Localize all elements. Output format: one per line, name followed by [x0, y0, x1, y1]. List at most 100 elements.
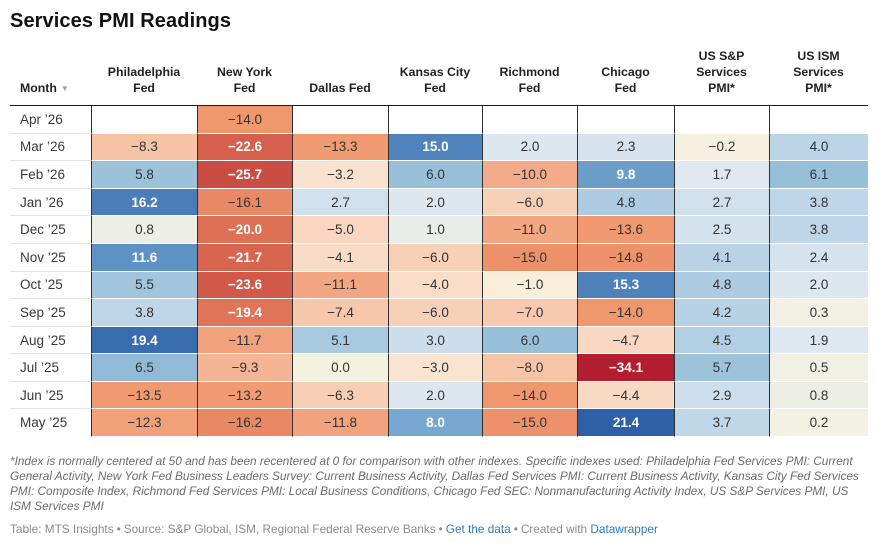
- value-cell: 6.0: [388, 161, 482, 189]
- column-header-chicago-fed[interactable]: Chicago Fed: [577, 49, 674, 106]
- table-row: Jan ’26 16.2 −16.1 2.7 2.0 −6.0 4.8 2.7 3.8: [10, 188, 868, 217]
- value-cell: 4.1: [674, 243, 769, 272]
- value-cell: −8.3: [91, 133, 197, 162]
- value-cell: 2.0: [388, 381, 482, 410]
- value-cell: −11.1: [292, 271, 388, 300]
- value-cell: 5.5: [91, 271, 197, 300]
- month-cell: Dec ’25: [10, 216, 91, 244]
- month-cell: Jan ’26: [10, 188, 91, 217]
- header-row: Month ▼ Philadelphia Fed New York Fed Dallas…: [10, 49, 868, 106]
- value-cell: 1.0: [388, 216, 482, 244]
- value-cell: −11.0: [482, 216, 577, 244]
- table-row: Mar ’26 −8.3 −22.6 −13.3 15.0 2.0 2.3 −0.2 4.0: [10, 133, 868, 162]
- value-cell: −6.3: [292, 381, 388, 410]
- value-cell: 4.0: [769, 133, 868, 162]
- value-cell: −25.7: [197, 161, 292, 189]
- value-cell: −9.3: [197, 354, 292, 382]
- column-header-dallas-fed[interactable]: Dallas Fed: [292, 49, 388, 106]
- column-header-label: US S&P Services PMI*: [696, 49, 747, 95]
- value-cell: −14.8: [577, 243, 674, 272]
- value-cell: −22.6: [197, 133, 292, 162]
- value-cell: [482, 105, 577, 134]
- value-cell: [769, 105, 868, 134]
- value-cell: −14.0: [482, 381, 577, 410]
- value-cell: 6.1: [769, 161, 868, 189]
- page: Services PMI Readings Month ▼ Philadelphia…: [10, 10, 868, 536]
- value-cell: 1.7: [674, 161, 769, 189]
- value-cell: 16.2: [91, 188, 197, 217]
- column-header-richmond-fed[interactable]: Richmond Fed: [482, 49, 577, 106]
- value-cell: −13.5: [91, 381, 197, 410]
- value-cell: 1.9: [769, 326, 868, 355]
- month-cell: Jun ’25: [10, 381, 91, 410]
- column-header-label: US ISM Services PMI*: [793, 49, 844, 95]
- column-header-us-s-p-services-pmi[interactable]: US S&P Services PMI*: [674, 49, 769, 106]
- value-cell: −6.0: [388, 299, 482, 327]
- month-cell: May ’25: [10, 409, 91, 438]
- attribution-line: Table: MTS Insights • Source: S&P Global, …: [10, 522, 868, 536]
- table-row: Feb ’26 5.8 −25.7 −3.2 6.0 −10.0 9.8 1.7 6.1: [10, 161, 868, 189]
- value-cell: 5.1: [292, 326, 388, 355]
- month-cell: Nov ’25: [10, 243, 91, 272]
- month-cell: Mar ’26: [10, 133, 91, 162]
- value-cell: −4.4: [577, 381, 674, 410]
- value-cell: 6.5: [91, 354, 197, 382]
- separator-dot: •: [438, 522, 443, 537]
- datawrapper-link[interactable]: Datawrapper: [590, 522, 658, 537]
- column-header-label: Philadelphia Fed: [107, 64, 181, 95]
- table-row: Jun ’25 −13.5 −13.2 −6.3 2.0 −14.0 −4.4 2.9 0.8: [10, 381, 868, 410]
- value-cell: [577, 105, 674, 134]
- column-header-label: Month: [20, 80, 57, 95]
- value-cell: 15.0: [388, 133, 482, 162]
- table-row: Nov ’25 11.6 −21.7 −4.1 −6.0 −15.0 −14.8 4.1 2.4: [10, 243, 868, 272]
- pmi-heatmap-table: Month ▼ Philadelphia Fed New York Fed Dallas…: [10, 49, 868, 438]
- table-row: Sep ’25 3.8 −19.4 −7.4 −6.0 −7.0 −14.0 4.2 0.3: [10, 299, 868, 327]
- value-cell: 0.0: [292, 354, 388, 382]
- table-credit: Table: MTS Insights: [10, 522, 114, 537]
- value-cell: −21.7: [197, 243, 292, 272]
- sort-triangle-down-icon: ▼: [60, 83, 69, 93]
- value-cell: −6.0: [482, 188, 577, 217]
- value-cell: −11.7: [197, 326, 292, 355]
- column-header-us-ism-services-pmi[interactable]: US ISM Services PMI*: [769, 49, 868, 106]
- value-cell: [388, 105, 482, 134]
- value-cell: −4.1: [292, 243, 388, 272]
- get-the-data-link[interactable]: Get the data: [445, 522, 511, 537]
- value-cell: 3.8: [91, 299, 197, 327]
- value-cell: −8.0: [482, 354, 577, 382]
- footnote: *Index is normally centered at 50 and ha…: [10, 454, 859, 514]
- column-header-label: New York Fed: [217, 64, 272, 95]
- column-header-month[interactable]: Month ▼: [10, 49, 91, 106]
- column-header-new-york-fed[interactable]: New York Fed: [197, 49, 292, 106]
- month-cell: Jul ’25: [10, 354, 91, 382]
- value-cell: [674, 105, 769, 134]
- created-with-label: Created with: [520, 522, 588, 537]
- value-cell: [292, 105, 388, 134]
- column-header-kansas-city-fed[interactable]: Kansas City Fed: [388, 49, 482, 106]
- table-row: Dec ’25 0.8 −20.0 −5.0 1.0 −11.0 −13.6 2.5 3.8: [10, 216, 868, 244]
- table-row: Apr ’26 −14.0: [10, 105, 868, 134]
- value-cell: −19.4: [197, 299, 292, 327]
- value-cell: 3.0: [388, 326, 482, 355]
- table-header: Month ▼ Philadelphia Fed New York Fed Dallas…: [10, 49, 868, 106]
- column-header-philadelphia-fed[interactable]: Philadelphia Fed: [91, 49, 197, 106]
- value-cell: 0.5: [769, 354, 868, 382]
- value-cell: 2.5: [674, 216, 769, 244]
- value-cell: 2.3: [577, 133, 674, 162]
- value-cell: 21.4: [577, 409, 674, 438]
- source-credit: Source: S&P Global, ISM, Regional Federa…: [123, 522, 436, 537]
- value-cell: 5.8: [91, 161, 197, 189]
- value-cell: −1.0: [482, 271, 577, 300]
- separator-dot: •: [116, 522, 121, 537]
- table-row: May ’25 −12.3 −16.2 −11.8 8.0 −15.0 21.4 3.7 0.2: [10, 409, 868, 438]
- page-title: Services PMI Readings: [10, 10, 232, 32]
- value-cell: 5.7: [674, 354, 769, 382]
- value-cell: 2.0: [482, 133, 577, 162]
- value-cell: −23.6: [197, 271, 292, 300]
- value-cell: −3.0: [388, 354, 482, 382]
- month-cell: Sep ’25: [10, 299, 91, 327]
- value-cell: −6.0: [388, 243, 482, 272]
- value-cell: −14.0: [577, 299, 674, 327]
- value-cell: −4.0: [388, 271, 482, 300]
- value-cell: −13.2: [197, 381, 292, 410]
